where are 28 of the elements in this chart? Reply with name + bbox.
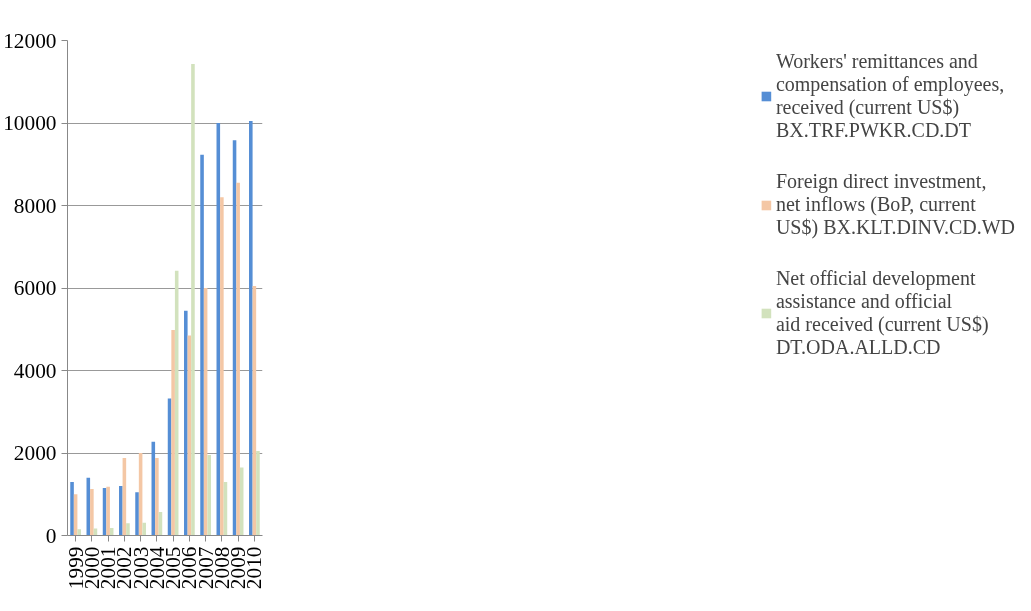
bar	[142, 522, 146, 536]
bar	[90, 488, 94, 536]
bar	[200, 154, 204, 536]
bar	[106, 486, 110, 536]
bar	[126, 523, 130, 536]
bar	[70, 481, 74, 536]
y-tick-label: 6000	[13, 276, 57, 300]
y-tick-label: 10000	[3, 111, 57, 135]
bar	[256, 450, 260, 536]
y-tick-label: 0	[45, 523, 57, 548]
bar	[184, 310, 188, 536]
bar	[135, 492, 139, 536]
y-tick-label: 4000	[13, 358, 57, 383]
bar	[207, 455, 211, 536]
y-tick-label: 8000	[13, 193, 57, 218]
y-tick-label: 2000	[13, 441, 57, 465]
legend-label: Foreign direct investment, net inflows (BoP, current US$) BX.KLT.DINV.CD.WD	[775, 170, 1015, 239]
y-tick-label: 12000	[3, 28, 57, 53]
bar	[249, 120, 253, 536]
bar	[171, 330, 175, 536]
bar	[236, 182, 240, 536]
legend-label: Workers' remittances and compensation of employees, received (current US$) BX.TRF.PWKR.CD.DT	[775, 50, 1005, 142]
bar	[155, 457, 159, 536]
bar	[119, 486, 123, 536]
bar	[220, 197, 224, 536]
bar	[77, 529, 81, 536]
bar	[191, 64, 195, 536]
legend-label: Net official development assistance and official aid received (current US$) DT.ODA.ALLD.CD	[775, 267, 989, 359]
